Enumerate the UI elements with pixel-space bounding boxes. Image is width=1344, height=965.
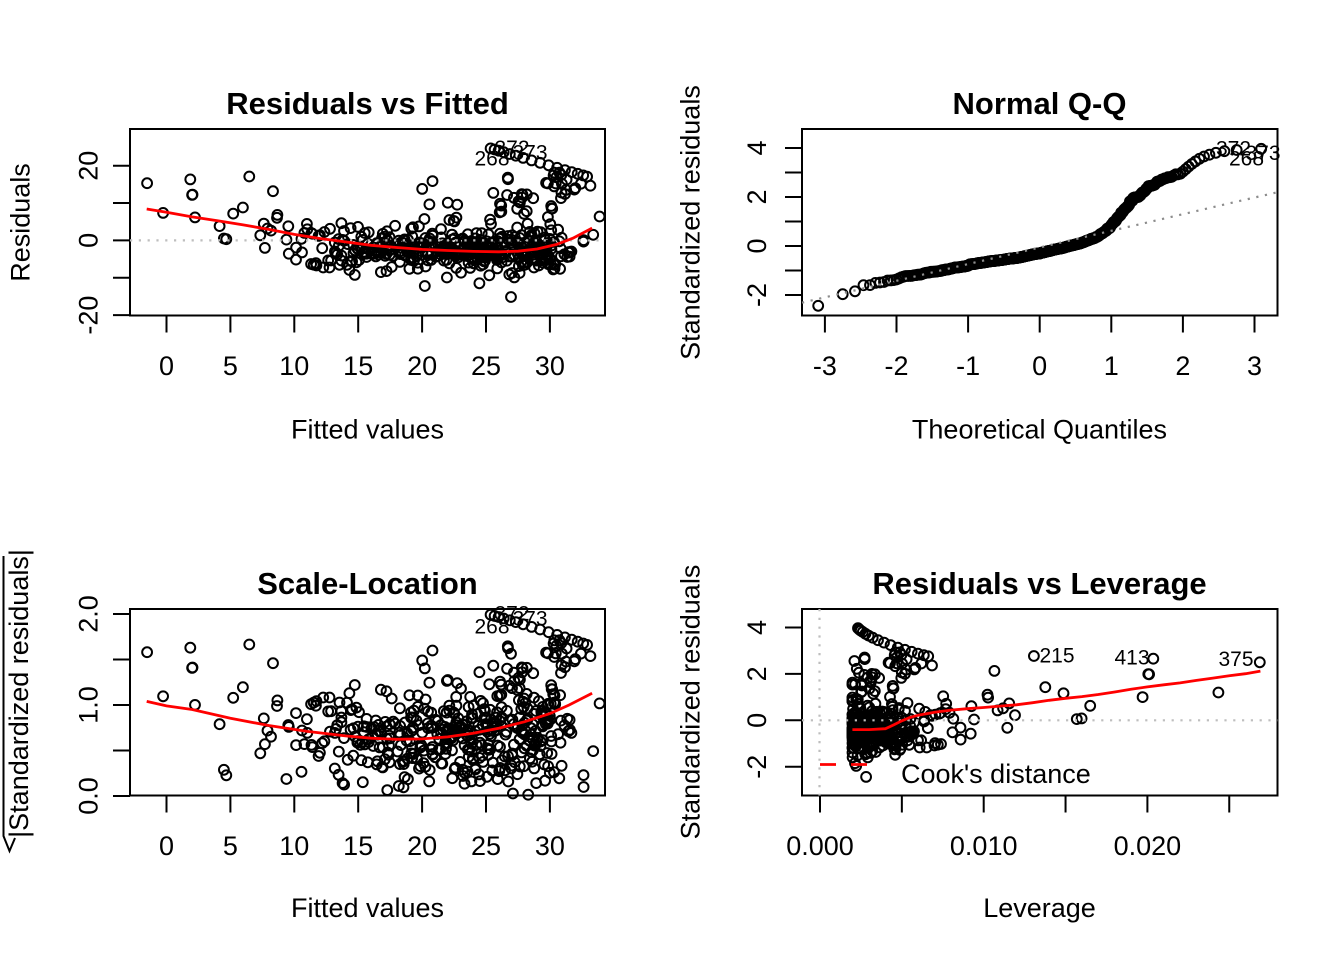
- svg-text:372: 372: [494, 137, 529, 160]
- svg-text:413: 413: [1114, 647, 1149, 670]
- svg-text:3: 3: [1247, 351, 1262, 381]
- svg-text:0.0: 0.0: [74, 777, 104, 815]
- svg-text:215: 215: [1039, 645, 1074, 668]
- svg-text:25: 25: [471, 831, 501, 861]
- svg-text:Residuals vs Fitted: Residuals vs Fitted: [226, 86, 509, 121]
- svg-text:Fitted values: Fitted values: [291, 415, 444, 445]
- svg-text:-2: -2: [742, 755, 772, 779]
- svg-text:Cook's distance: Cook's distance: [901, 759, 1091, 789]
- svg-text:0: 0: [742, 238, 772, 253]
- svg-text:-1: -1: [956, 351, 980, 381]
- svg-text:20: 20: [74, 151, 104, 181]
- svg-text:30: 30: [535, 831, 565, 861]
- svg-text:Scale-Location: Scale-Location: [257, 566, 478, 601]
- svg-text:0.010: 0.010: [950, 831, 1018, 861]
- svg-text:Fitted values: Fitted values: [291, 893, 444, 923]
- svg-text:20: 20: [407, 831, 437, 861]
- svg-text:0: 0: [74, 233, 104, 248]
- svg-text:4: 4: [742, 140, 772, 155]
- svg-text:375: 375: [1218, 648, 1253, 671]
- svg-text:4: 4: [742, 620, 772, 635]
- svg-text:-2: -2: [742, 283, 772, 307]
- svg-text:Normal Q-Q: Normal Q-Q: [953, 86, 1127, 121]
- svg-text:0: 0: [742, 713, 772, 728]
- svg-text:372: 372: [494, 603, 529, 626]
- svg-text:0: 0: [1032, 351, 1047, 381]
- svg-text:Residuals vs Leverage: Residuals vs Leverage: [872, 566, 1206, 601]
- svg-text:|Standardized residuals|: |Standardized residuals|: [4, 549, 34, 838]
- svg-text:373: 373: [512, 608, 547, 631]
- svg-text:5: 5: [223, 351, 238, 381]
- svg-text:2.0: 2.0: [74, 595, 104, 633]
- svg-text:5: 5: [223, 831, 238, 861]
- svg-text:15: 15: [343, 831, 373, 861]
- svg-text:268: 268: [1229, 148, 1264, 171]
- svg-text:20: 20: [407, 351, 437, 381]
- svg-text:268: 268: [474, 148, 509, 171]
- svg-text:Standardized residuals: Standardized residuals: [676, 565, 706, 840]
- svg-text:0: 0: [159, 351, 174, 381]
- svg-text:Standardized residuals: Standardized residuals: [676, 85, 706, 360]
- svg-text:2: 2: [1175, 351, 1190, 381]
- svg-text:Residuals: Residuals: [6, 163, 36, 282]
- svg-text:10: 10: [279, 831, 309, 861]
- svg-text:-2: -2: [884, 351, 908, 381]
- svg-text:1.0: 1.0: [74, 686, 104, 724]
- svg-text:373: 373: [512, 142, 547, 165]
- svg-text:10: 10: [279, 351, 309, 381]
- svg-text:30: 30: [535, 351, 565, 381]
- svg-text:2: 2: [742, 666, 772, 681]
- svg-text:268: 268: [474, 616, 509, 639]
- svg-text:0.000: 0.000: [786, 831, 854, 861]
- svg-text:372: 372: [1216, 138, 1251, 161]
- svg-text:-20: -20: [74, 296, 104, 335]
- svg-text:1: 1: [1104, 351, 1119, 381]
- svg-text:-3: -3: [813, 351, 837, 381]
- svg-text:0.020: 0.020: [1114, 831, 1182, 861]
- svg-text:Theoretical Quantiles: Theoretical Quantiles: [912, 415, 1167, 445]
- svg-text:0: 0: [159, 831, 174, 861]
- svg-text:Leverage: Leverage: [983, 893, 1096, 923]
- svg-text:2: 2: [742, 189, 772, 204]
- svg-text:373: 373: [1245, 142, 1280, 165]
- svg-text:25: 25: [471, 351, 501, 381]
- svg-text:15: 15: [343, 351, 373, 381]
